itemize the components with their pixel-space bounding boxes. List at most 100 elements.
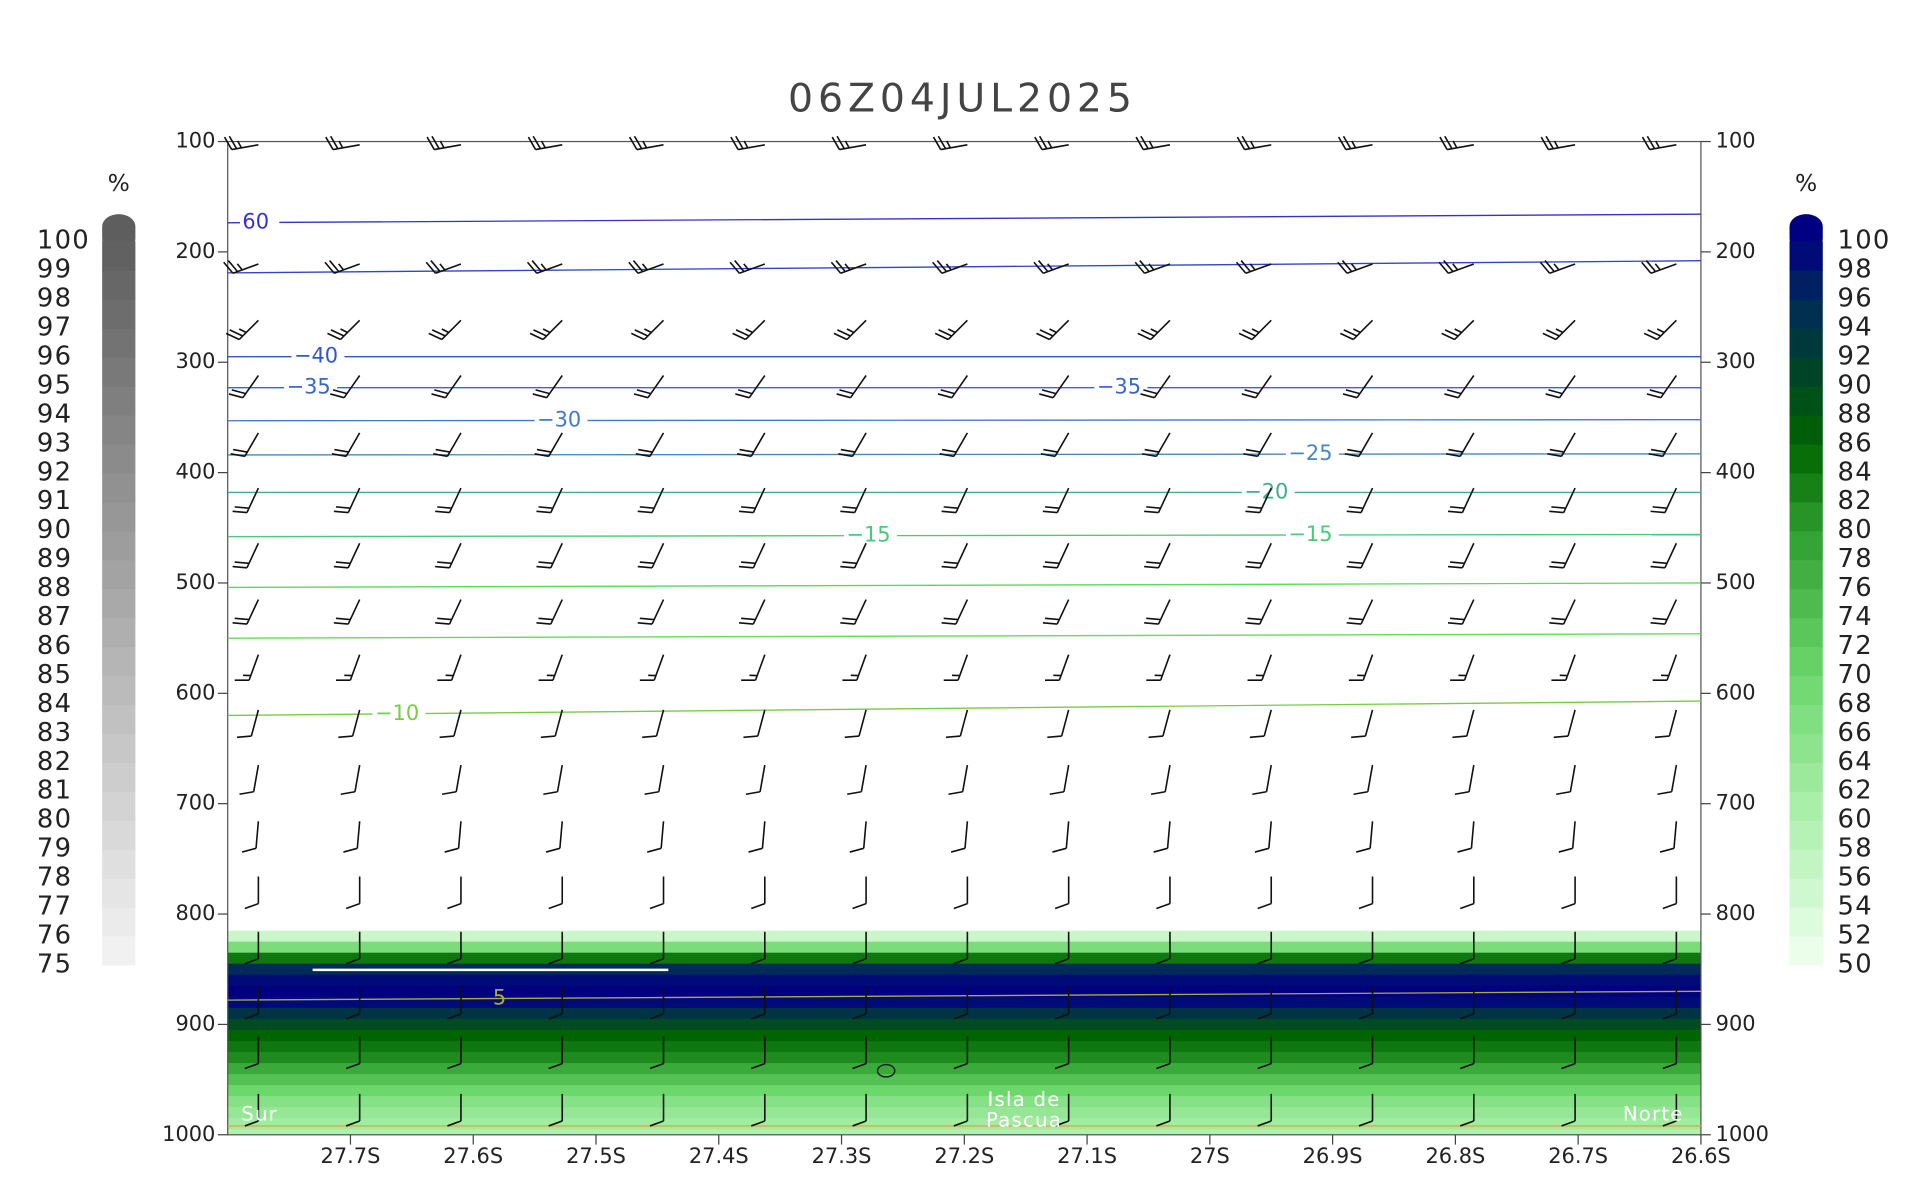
colorbar-label: 82 [37,747,72,777]
wind-barb [1054,931,1070,965]
x-tick-label: 27.7S [321,1144,381,1168]
wind-barb [1662,1036,1678,1070]
wind-barb [244,1093,260,1127]
wind-barb [852,1036,867,1070]
wind-barb [642,709,665,739]
humidity-band [227,974,1701,987]
colorbar-label: 92 [1838,342,1873,372]
contour-line [227,213,1701,224]
wind-barb [1447,487,1475,514]
wind-barb [748,821,766,853]
wind-barb [331,432,361,458]
wind-barb [852,876,867,910]
wind-barb [1346,487,1374,514]
wind-barb [1459,876,1475,910]
wind-barb [1054,1036,1070,1070]
colorbar-band [1789,270,1823,300]
colorbar-band [1789,733,1823,763]
wind-barb [1156,931,1171,965]
wind-barb [439,709,462,739]
wind-barb [649,876,665,910]
wind-barb [1245,542,1272,569]
colorbar-band [1789,762,1823,792]
colorbar-band [102,357,136,387]
colorbar-unit: % [108,169,130,197]
humidity-band [227,1096,1701,1108]
colorbar-label: 81 [37,776,72,806]
y-tick-label: 1000 [162,1122,215,1146]
wind-barb [844,709,867,739]
wind-barb [649,1036,665,1070]
wind-barb [647,821,665,853]
wind-barb [1144,542,1171,569]
y2-tick-label: 100 [1716,129,1756,153]
y2-tick-label: 1000 [1716,1122,1769,1146]
contour-line [227,260,1701,274]
wind-barb [1243,432,1272,458]
wind-barb [529,319,563,341]
colorbar-label: 96 [1838,284,1873,314]
wind-barb [1650,542,1678,569]
wind-barb [345,986,361,1020]
colorbar-label: 85 [37,660,72,690]
wind-barb [932,135,968,151]
wind-barb [941,542,969,569]
humidity-band [227,1118,1701,1130]
wind-barb [1156,1036,1171,1070]
wind-barb [1337,260,1373,275]
humidity-band [227,1052,1701,1064]
wind-barb [750,931,766,965]
wind-barb [635,432,665,458]
colorbar-band [1789,791,1823,821]
colorbar-label: 100 [1838,226,1891,256]
colorbar-label: 66 [1838,718,1873,748]
wind-barb [1344,432,1374,458]
wind-barb [932,260,968,275]
wind-barb [244,986,260,1020]
wind-barb [431,375,462,399]
wind-barb [1247,654,1272,681]
wind-barb [735,375,766,399]
colorbar-label: 94 [1838,313,1873,343]
wind-barb [1144,487,1171,514]
wind-barb [223,135,259,151]
wind-barb [1439,135,1474,151]
wind-barb [327,319,361,341]
wind-barb [540,709,564,739]
wind-barb [1156,876,1171,910]
wind-barb [1054,1093,1070,1127]
colorbar-band [1789,820,1823,850]
humidity-band [227,930,1701,943]
humidity-band [227,1040,1701,1053]
x-tick-label: 27.4S [689,1144,749,1168]
colorbar-band [102,588,136,619]
x-tick-label: 26.6S [1671,1144,1731,1168]
contour-line [227,533,1701,538]
y2-tick-label: 200 [1716,239,1756,263]
contour-label-bg [239,211,280,234]
wind-barb [1257,1093,1273,1127]
wind-barb [545,821,564,853]
wind-barb [548,931,564,965]
colorbar-band [102,733,136,763]
contour-line [227,453,1701,456]
wind-barb [1659,821,1678,853]
wind-barb [536,542,563,569]
wind-barb [1561,876,1576,910]
colorbar-band [102,241,136,271]
wind-barb [637,487,665,514]
wind-barb [1542,319,1576,341]
colorbar-label: 98 [37,284,72,314]
wind-barb [426,135,462,151]
humidity-band [227,952,1701,965]
wind-barb [244,1036,260,1070]
colorbar-band [1789,907,1823,937]
contour-line [227,582,1701,589]
wind-barb [223,260,259,275]
colorbar-band [1789,675,1823,706]
wind-barb [336,654,361,681]
wind-barb [428,319,462,341]
wind-barb [324,260,360,275]
wind-barb [1553,709,1576,739]
wind-barb [1556,764,1576,796]
